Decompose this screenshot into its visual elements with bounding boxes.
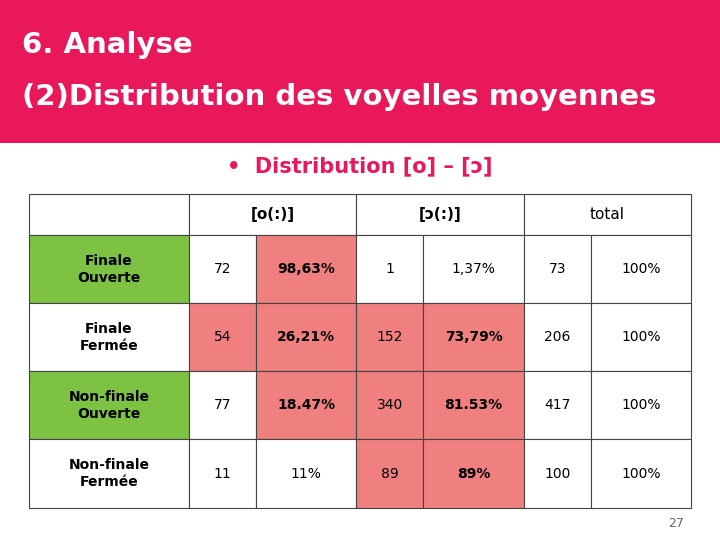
Text: 26,21%: 26,21% [277, 330, 335, 345]
Text: 54: 54 [214, 330, 231, 345]
Bar [189, 235, 256, 303]
Bar [523, 235, 590, 303]
Text: 340: 340 [377, 399, 403, 413]
Bar [356, 235, 423, 303]
Bar [29, 372, 189, 440]
Bar [356, 372, 423, 440]
Bar [256, 440, 356, 508]
Text: total: total [590, 207, 625, 222]
Text: 100%: 100% [621, 399, 661, 413]
Bar [256, 372, 356, 440]
Bar [590, 440, 691, 508]
Text: 72: 72 [214, 262, 231, 276]
Bar [189, 372, 256, 440]
Bar [590, 303, 691, 372]
Text: 81.53%: 81.53% [444, 399, 503, 413]
Text: Finale
Fermée: Finale Fermée [79, 322, 138, 353]
Text: 73,79%: 73,79% [445, 330, 503, 345]
Bar [189, 303, 256, 372]
Text: 73: 73 [549, 262, 566, 276]
Text: 98,63%: 98,63% [277, 262, 335, 276]
Bar [523, 303, 590, 372]
Bar [356, 440, 423, 508]
Text: 417: 417 [544, 399, 570, 413]
Bar [523, 372, 590, 440]
Bar [523, 194, 691, 235]
Text: 100%: 100% [621, 467, 661, 481]
Text: 11: 11 [213, 467, 231, 481]
Bar [189, 194, 356, 235]
Text: 100: 100 [544, 467, 570, 481]
Bar [423, 235, 523, 303]
Bar [423, 303, 523, 372]
Bar [356, 194, 523, 235]
Bar [29, 194, 189, 235]
Bar [29, 235, 189, 303]
Bar [423, 440, 523, 508]
Bar [590, 372, 691, 440]
Text: (2)Distribution des voyelles moyennes: (2)Distribution des voyelles moyennes [22, 83, 656, 111]
Text: 89%: 89% [456, 467, 490, 481]
Text: Non-finale
Fermée: Non-finale Fermée [68, 458, 149, 489]
Text: [ɔ(:)]: [ɔ(:)] [418, 207, 462, 222]
Text: Non-finale
Ouverte: Non-finale Ouverte [68, 390, 149, 421]
Bar [423, 372, 523, 440]
Text: 6. Analyse: 6. Analyse [22, 31, 192, 59]
Text: 89: 89 [381, 467, 399, 481]
Bar [356, 303, 423, 372]
Text: 27: 27 [668, 517, 684, 530]
Text: 152: 152 [377, 330, 403, 345]
Text: 1,37%: 1,37% [451, 262, 495, 276]
Text: 77: 77 [214, 399, 231, 413]
Text: 11%: 11% [291, 467, 321, 481]
Bar [523, 440, 590, 508]
Text: •  Distribution [o] – [ɔ]: • Distribution [o] – [ɔ] [228, 156, 492, 176]
Bar [189, 440, 256, 508]
Text: 18.47%: 18.47% [277, 399, 335, 413]
Bar [29, 440, 189, 508]
Text: 100%: 100% [621, 262, 661, 276]
Bar [256, 235, 356, 303]
Text: 1: 1 [385, 262, 395, 276]
Text: 100%: 100% [621, 330, 661, 345]
Bar [590, 235, 691, 303]
Bar [256, 303, 356, 372]
Bar [29, 303, 189, 372]
Text: Finale
Ouverte: Finale Ouverte [77, 253, 140, 285]
Text: 206: 206 [544, 330, 570, 345]
Text: [o(:)]: [o(:)] [251, 207, 294, 222]
